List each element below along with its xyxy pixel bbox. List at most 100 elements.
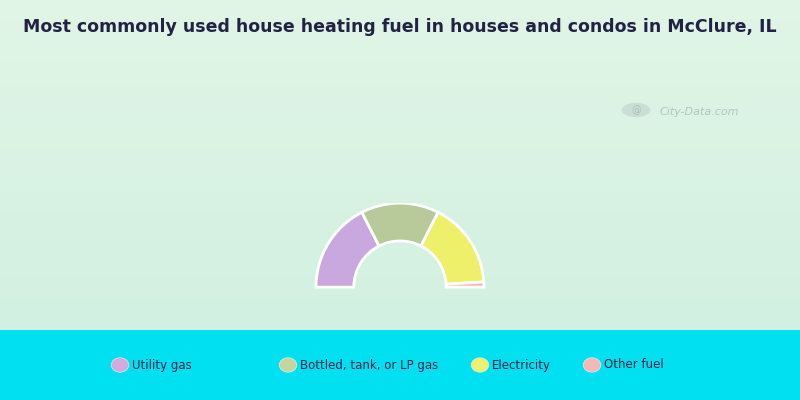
Bar bbox=[0, 69, 800, 70]
Bar bbox=[0, 1, 800, 2]
Bar bbox=[0, 202, 800, 204]
Bar bbox=[0, 44, 800, 45]
Bar bbox=[0, 53, 800, 54]
Bar bbox=[0, 223, 800, 224]
Bar bbox=[0, 320, 800, 321]
Bar bbox=[0, 236, 800, 238]
Bar bbox=[0, 100, 800, 101]
Bar bbox=[0, 16, 800, 18]
Bar bbox=[0, 77, 800, 78]
Bar bbox=[0, 195, 800, 196]
Bar bbox=[0, 148, 800, 150]
Bar bbox=[0, 102, 800, 103]
Bar bbox=[0, 173, 800, 174]
Bar bbox=[0, 26, 800, 28]
Bar bbox=[0, 197, 800, 198]
Bar bbox=[0, 239, 800, 240]
Bar bbox=[0, 179, 800, 180]
Bar bbox=[0, 169, 800, 170]
Bar bbox=[0, 220, 800, 221]
Bar bbox=[0, 30, 800, 31]
Bar bbox=[0, 40, 800, 41]
Bar bbox=[0, 32, 800, 33]
Bar bbox=[0, 37, 800, 38]
Bar bbox=[0, 60, 800, 62]
Bar bbox=[0, 210, 800, 211]
Bar bbox=[0, 90, 800, 91]
Bar bbox=[0, 150, 800, 151]
Bar bbox=[0, 219, 800, 220]
Bar bbox=[0, 126, 800, 128]
Bar bbox=[0, 22, 800, 23]
Bar bbox=[0, 99, 800, 100]
Bar bbox=[0, 122, 800, 123]
Bar bbox=[0, 158, 800, 160]
Bar bbox=[0, 311, 800, 312]
Bar bbox=[0, 28, 800, 29]
Bar bbox=[0, 162, 800, 163]
Bar bbox=[0, 156, 800, 157]
Bar bbox=[0, 155, 800, 156]
Bar bbox=[0, 121, 800, 122]
Bar bbox=[0, 124, 800, 126]
Bar bbox=[0, 275, 800, 276]
Text: Bottled, tank, or LP gas: Bottled, tank, or LP gas bbox=[300, 358, 438, 372]
Bar bbox=[0, 163, 800, 164]
Bar bbox=[0, 94, 800, 96]
Bar bbox=[0, 231, 800, 232]
Bar bbox=[0, 8, 800, 9]
Bar bbox=[0, 326, 800, 327]
Bar bbox=[0, 132, 800, 133]
Bar bbox=[0, 186, 800, 187]
Bar bbox=[0, 144, 800, 145]
Bar bbox=[0, 277, 800, 278]
Bar bbox=[0, 6, 800, 8]
Bar bbox=[0, 201, 800, 202]
Bar bbox=[0, 174, 800, 175]
Bar bbox=[0, 196, 800, 197]
Bar bbox=[0, 273, 800, 274]
Bar bbox=[0, 153, 800, 154]
Bar bbox=[0, 228, 800, 229]
Bar bbox=[0, 70, 800, 72]
Bar bbox=[0, 218, 800, 219]
Text: Utility gas: Utility gas bbox=[132, 358, 192, 372]
Bar bbox=[0, 272, 800, 273]
Bar bbox=[0, 245, 800, 246]
Bar bbox=[0, 101, 800, 102]
Bar bbox=[0, 107, 800, 108]
Bar bbox=[0, 252, 800, 253]
Bar bbox=[0, 251, 800, 252]
Bar bbox=[0, 188, 800, 189]
Bar bbox=[0, 222, 800, 223]
Bar bbox=[0, 33, 800, 34]
Bar bbox=[0, 216, 800, 217]
Bar bbox=[0, 287, 800, 288]
Bar bbox=[0, 24, 800, 25]
Bar bbox=[0, 31, 800, 32]
Bar bbox=[0, 120, 800, 121]
Ellipse shape bbox=[111, 358, 129, 372]
Bar bbox=[0, 119, 800, 120]
Bar bbox=[0, 55, 800, 56]
Bar bbox=[0, 321, 800, 322]
Text: @: @ bbox=[631, 105, 641, 115]
Bar bbox=[0, 86, 800, 87]
Bar bbox=[0, 263, 800, 264]
Bar bbox=[0, 299, 800, 300]
Bar bbox=[0, 138, 800, 139]
Bar bbox=[0, 189, 800, 190]
Bar bbox=[0, 261, 800, 262]
Bar bbox=[0, 264, 800, 265]
Bar bbox=[0, 185, 800, 186]
Ellipse shape bbox=[583, 358, 601, 372]
Bar bbox=[0, 82, 800, 84]
Bar bbox=[0, 14, 800, 15]
Bar bbox=[0, 316, 800, 317]
Bar bbox=[0, 209, 800, 210]
Bar bbox=[0, 184, 800, 185]
Bar bbox=[0, 57, 800, 58]
Bar bbox=[0, 151, 800, 152]
Bar bbox=[0, 318, 800, 319]
Ellipse shape bbox=[471, 358, 489, 372]
